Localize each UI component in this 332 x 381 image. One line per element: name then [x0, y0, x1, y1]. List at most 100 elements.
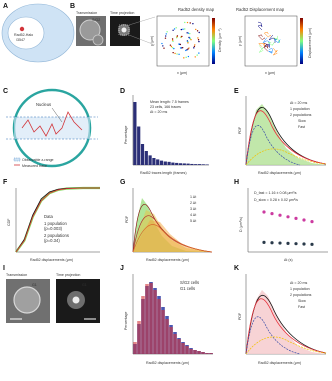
b-density-point — [181, 35, 183, 38]
h-point — [262, 240, 266, 244]
d-bar — [186, 163, 190, 165]
d-bar — [140, 144, 145, 165]
j-bar — [193, 350, 197, 354]
b-density-point — [186, 49, 188, 51]
b-displacement-xlabel: x (μm) — [265, 71, 275, 75]
b-cell-image — [79, 19, 101, 41]
h-point — [294, 242, 298, 246]
d-bar — [178, 163, 183, 165]
b-density-point — [173, 28, 176, 30]
b-displacement-trace — [263, 44, 270, 49]
c-nucleus-label: Nucleus — [36, 102, 51, 107]
b-density-point — [176, 53, 178, 55]
b-density-point — [185, 49, 187, 52]
b-density-point — [187, 48, 189, 50]
b-density-point — [171, 46, 174, 49]
j-bar — [157, 299, 161, 354]
b-density-point — [194, 56, 196, 58]
e-slow-curve — [245, 125, 301, 166]
b-displacement-title: Rad52 Displacement map — [236, 7, 285, 12]
b-density-point — [171, 38, 174, 40]
h-point — [310, 242, 314, 246]
b-density-title: Rad52 density map — [178, 7, 215, 12]
d-bar — [137, 126, 141, 165]
b-density-point — [186, 32, 188, 34]
e-legend-4: Fast — [298, 125, 305, 129]
panel-c: C Nucleus Observable z-range Measured tr… — [3, 88, 98, 168]
b-density-point — [164, 35, 167, 37]
d-bar — [156, 159, 160, 165]
k-dt: Δt = 20 ms — [290, 281, 307, 285]
h-xlabel: Δt (s) — [284, 258, 293, 262]
b-density-point — [193, 47, 195, 49]
j-bar — [185, 346, 189, 354]
panel-label-c: C — [3, 88, 8, 95]
h-point — [294, 216, 298, 220]
b-density-point — [189, 22, 191, 24]
panel-label-b: B — [70, 3, 75, 10]
b-displacement-plot — [244, 15, 298, 67]
j-bar — [133, 342, 137, 354]
b-density-point — [186, 21, 189, 24]
h-point — [262, 210, 266, 214]
b-density-point — [184, 21, 186, 24]
panel-label-f: F — [3, 179, 8, 186]
j-bar — [197, 351, 201, 354]
b-density-point — [198, 40, 200, 43]
g-legend-1: 1 Δt — [190, 195, 196, 199]
i-projection-focus — [72, 296, 80, 304]
g-xlabel: Rad52 displacements (μm) — [146, 258, 189, 262]
d-bar — [190, 163, 194, 165]
h-fast-label: D_fast = 1.16 ± 0.08 μm²/s — [254, 191, 297, 195]
f-legend-1: Data — [44, 214, 54, 219]
k-legend-1: 1 population — [290, 287, 310, 291]
h-point — [286, 215, 290, 219]
j-bar — [169, 327, 173, 354]
b-displacement-traces — [257, 21, 281, 56]
b-displacement-trace — [257, 34, 265, 41]
h-point — [286, 241, 290, 245]
b-transmission-title: Transmission — [76, 11, 97, 15]
d-bar — [152, 158, 156, 165]
h-ylabel: D (μm²/s) — [239, 217, 243, 232]
e-legend-2: 2 populations — [290, 113, 312, 117]
d-xlabel: Rad52 traces length (frames) — [140, 171, 187, 175]
g-legend-3: 3 Δt — [190, 207, 196, 211]
b-density-cbar-label: Density (μm⁻²) — [218, 28, 222, 52]
k-legend-2: 2 populations — [290, 293, 312, 297]
b-displacement-trace — [263, 31, 271, 38]
b-density-point — [187, 42, 189, 44]
k-ylabel: PDF — [238, 312, 242, 320]
b-displacement-ylabel: y (μm) — [238, 36, 242, 46]
b-density-point — [164, 37, 167, 39]
b-density-point — [175, 27, 177, 29]
panel-label-j: J — [120, 265, 124, 272]
j-bar — [149, 283, 153, 354]
e-xlabel: Rad52 displacements (μm) — [258, 171, 301, 175]
b-displacement-trace — [273, 39, 281, 44]
cell-text-1: Rad52-Halo — [14, 33, 33, 37]
b-density-ylabel: y (μm) — [150, 36, 154, 46]
panel-label-i: I — [3, 265, 5, 272]
g-legend-4: 4 Δt — [190, 213, 196, 217]
b-displacement-trace — [263, 43, 269, 52]
b-density-point — [161, 42, 163, 45]
panel-label-h: H — [234, 179, 239, 186]
j-bar — [173, 334, 177, 354]
b-density-point — [197, 39, 200, 41]
rad52-focus — [19, 26, 25, 32]
b-displacement-colorbar — [300, 18, 303, 64]
h-point — [278, 241, 282, 245]
b-density-point — [179, 47, 182, 49]
d-bar — [182, 163, 186, 165]
h-points — [262, 210, 314, 246]
j-legend-1: S/G2 cells — [180, 280, 199, 285]
b-zoom-line-1 — [128, 16, 156, 26]
d-bar — [159, 160, 164, 165]
i-g1-label-1: G1 — [32, 283, 37, 287]
b-displacement-trace — [268, 47, 273, 54]
b-density-point — [192, 23, 194, 25]
e-data-histogram — [246, 104, 326, 165]
b-density-point — [183, 57, 185, 59]
d-bar — [163, 161, 167, 165]
